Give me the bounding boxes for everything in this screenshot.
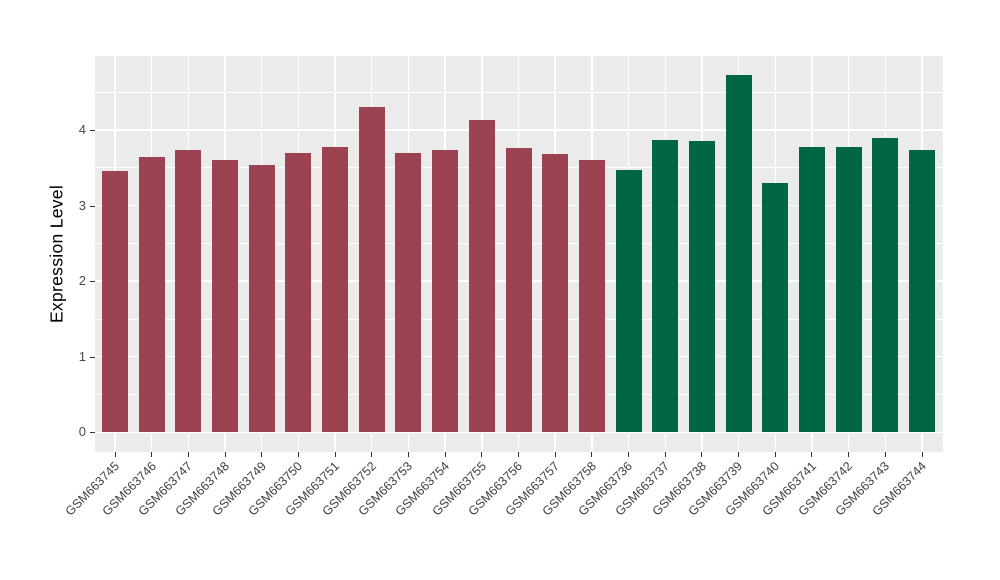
bar-GSM663744 [909,149,935,433]
x-tick-mark [151,452,153,457]
bar-GSM663745 [102,171,128,433]
plot-panel [95,56,943,452]
x-tick-mark [591,452,593,457]
bar-GSM663758 [578,160,605,433]
x-tick-mark [187,452,189,457]
x-tick-mark [481,452,483,457]
major-gridline-horizontal [95,129,943,131]
bar-GSM663746 [138,157,165,433]
x-tick-mark [407,452,409,457]
x-tick-mark [224,452,226,457]
x-tick-mark [554,452,556,457]
major-gridline-horizontal [95,431,943,433]
y-tick-label: 3 [78,197,86,213]
x-tick-mark [884,452,886,457]
bar-GSM663737 [652,140,679,433]
y-tick-mark [90,129,95,131]
y-tick-mark [90,281,95,283]
bar-GSM663753 [395,152,422,433]
bar-GSM663754 [432,149,459,433]
bar-GSM663743 [872,138,899,433]
bar-GSM663748 [212,160,239,433]
x-tick-mark [848,452,850,457]
bar-GSM663736 [615,169,642,433]
x-tick-mark [114,452,116,457]
bar-GSM663752 [358,107,385,433]
y-tick-mark [90,432,95,434]
x-tick-mark [701,452,703,457]
x-tick-mark [811,452,813,457]
x-tick-mark [371,452,373,457]
y-tick-mark [90,205,95,207]
bar-GSM663749 [248,165,275,433]
y-tick-label: 1 [78,348,86,364]
y-tick-mark [90,356,95,358]
bar-GSM663755 [468,120,495,433]
minor-gridline-horizontal [95,91,943,93]
y-tick-label: 2 [78,273,86,289]
x-tick-mark [664,452,666,457]
x-tick-mark [444,452,446,457]
x-tick-mark [738,452,740,457]
x-tick-mark [334,452,336,457]
x-tick-mark [518,452,519,457]
x-tick-mark [921,452,923,457]
y-tick-label: 0 [78,424,86,440]
bar-GSM663757 [542,154,569,433]
x-tick-mark [628,452,630,457]
bar-GSM663739 [725,74,752,433]
bar-GSM663756 [505,148,532,433]
x-tick-mark [774,452,776,457]
bar-GSM663747 [175,149,202,433]
y-tick-label: 4 [78,121,86,137]
bar-GSM663751 [322,147,349,433]
bar-GSM663741 [798,146,825,433]
bar-GSM663750 [285,152,312,433]
bar-GSM663738 [688,141,715,433]
bar-GSM663740 [762,182,789,433]
x-tick-mark [297,452,299,457]
bar-GSM663742 [835,147,862,433]
x-tick-mark [261,452,263,457]
